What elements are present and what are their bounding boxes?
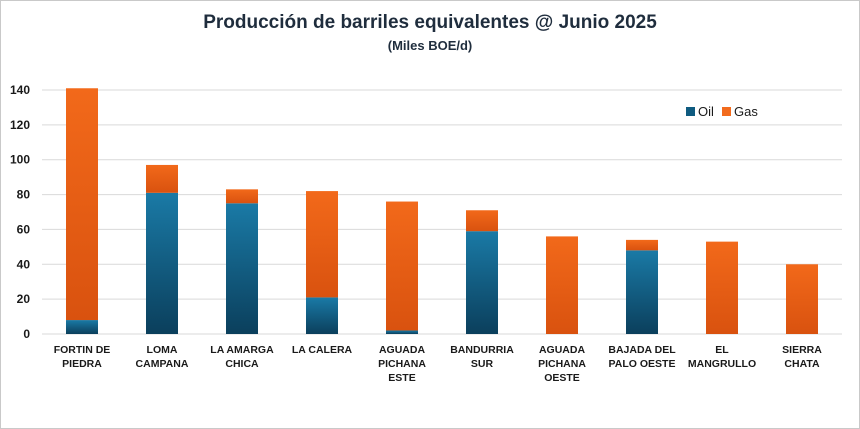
- bar-gas: [546, 236, 578, 334]
- x-axis: FORTIN DE PIEDRA LOMA CAMPANA LA AMARGA CHICA…: [54, 344, 823, 384]
- bar-gas: [626, 239, 658, 251]
- bar-gas: [786, 264, 818, 334]
- x-tick-label: LA CALERA: [292, 344, 353, 356]
- x-tick-label: AGUADA PICHANA ESTE: [378, 344, 426, 384]
- y-tick-label: 100: [10, 153, 30, 167]
- chart-title: Producción de barriles equivalentes @ Ju…: [203, 12, 657, 33]
- bar-gas: [386, 201, 418, 331]
- bar-oil: [226, 203, 258, 334]
- y-tick-label: 20: [17, 292, 31, 306]
- x-tick-label: AGUADA PICHANA OESTE: [538, 344, 586, 384]
- bar-gas: [146, 164, 178, 193]
- legend-label-oil: Oil: [698, 104, 714, 119]
- x-tick-label: EL MANGRULLO: [688, 344, 756, 370]
- x-tick-label: SIERRA CHATA: [782, 344, 822, 370]
- legend-swatch-oil: [686, 107, 695, 116]
- y-tick-label: 120: [10, 118, 30, 132]
- y-tick-label: 40: [17, 257, 31, 271]
- y-axis: 0 20 40 60 80 100 120 140: [10, 83, 30, 341]
- x-tick-label: BANDURRIA SUR: [450, 344, 514, 370]
- y-tick-label: 0: [23, 327, 30, 341]
- legend: Oil Gas: [686, 104, 758, 119]
- bar-oil: [146, 192, 178, 334]
- bar-gas: [466, 210, 498, 232]
- x-tick-label: BAJADA DEL PALO OESTE: [608, 344, 676, 370]
- bar-gas: [226, 189, 258, 204]
- legend-swatch-gas: [722, 107, 731, 116]
- bar-oil: [66, 320, 98, 334]
- x-tick-label: LA AMARGA CHICA: [210, 344, 274, 370]
- bar-oil: [306, 297, 338, 334]
- chart-subtitle: (Miles BOE/d): [387, 38, 473, 53]
- x-tick-label: LOMA CAMPANA: [136, 344, 189, 370]
- bar-gas: [706, 241, 738, 334]
- x-tick-label: FORTIN DE PIEDRA: [54, 344, 111, 370]
- bar-gas: [306, 191, 338, 298]
- y-tick-label: 60: [17, 222, 31, 236]
- y-tick-label: 140: [10, 83, 30, 97]
- bars: [66, 88, 818, 334]
- bar-oil: [386, 330, 418, 334]
- y-tick-label: 80: [17, 188, 31, 202]
- bar-oil: [466, 231, 498, 334]
- bar-oil: [626, 250, 658, 334]
- legend-label-gas: Gas: [734, 104, 758, 119]
- bar-gas: [66, 88, 98, 321]
